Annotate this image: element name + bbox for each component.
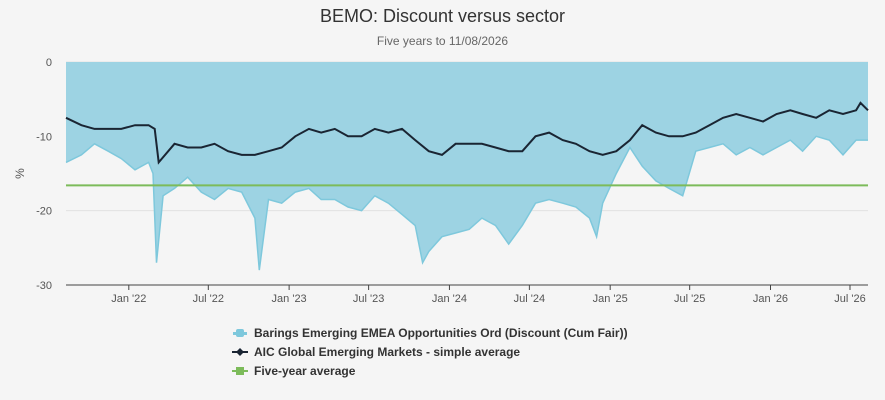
x-tick-label: Jul '26 bbox=[834, 293, 865, 305]
series-area-bemo-discount bbox=[66, 62, 868, 271]
legend-item-sector-average[interactable]: AIC Global Emerging Markets - simple ave… bbox=[232, 342, 628, 361]
y-tick-label: 0 bbox=[46, 57, 52, 69]
x-tick-label: Jan '25 bbox=[593, 293, 628, 305]
legend-swatch-bemo-discount bbox=[232, 327, 248, 339]
legend-item-bemo-discount[interactable]: Barings Emerging EMEA Opportunities Ord … bbox=[232, 323, 628, 342]
legend-item-five-year-average[interactable]: Five-year average bbox=[232, 361, 628, 380]
chart-subtitle: Five years to 11/08/2026 bbox=[376, 34, 509, 48]
x-tick-label: Jan '22 bbox=[111, 293, 146, 305]
y-tick-label: -10 bbox=[36, 131, 52, 143]
legend-swatch-five-year-average bbox=[232, 365, 248, 377]
y-tick-label: -20 bbox=[36, 206, 52, 218]
x-tick-label: Jan '23 bbox=[272, 293, 307, 305]
x-tick-label: Jul '22 bbox=[193, 293, 224, 305]
series-layer bbox=[65, 62, 869, 271]
x-tick-label: Jan '24 bbox=[432, 293, 467, 305]
series-line-bemo-discount bbox=[65, 135, 868, 271]
x-tick-label: Jul '24 bbox=[514, 293, 545, 305]
plot-area: 0 -10 -20 -30% Jan '22 Jul '22 Jan '23 Jul '23 J… bbox=[13, 57, 869, 305]
chart-title: BEMO: Discount versus sector bbox=[319, 6, 566, 26]
series-line-sector-average bbox=[65, 101, 869, 165]
x-tick-label: Jul '25 bbox=[674, 293, 705, 305]
legend-label-bemo-discount: Barings Emerging EMEA Opportunities Ord … bbox=[254, 325, 628, 340]
axis-layer: 0 -10 -20 -30% Jan '22 Jul '22 Jan '23 Jul '23 J… bbox=[13, 57, 868, 305]
x-tick-label: Jan '26 bbox=[753, 293, 788, 305]
legend-swatch-sector-average bbox=[232, 346, 248, 358]
legend-label-sector-average: AIC Global Emerging Markets - simple ave… bbox=[254, 344, 521, 359]
legend-label-five-year-average: Five-year average bbox=[254, 363, 356, 378]
y-tick-label: -30 bbox=[36, 280, 52, 292]
x-tick-label: Jul '23 bbox=[353, 293, 384, 305]
legend: Barings Emerging EMEA Opportunities Ord … bbox=[232, 323, 628, 380]
y-axis-title: % bbox=[13, 168, 27, 179]
